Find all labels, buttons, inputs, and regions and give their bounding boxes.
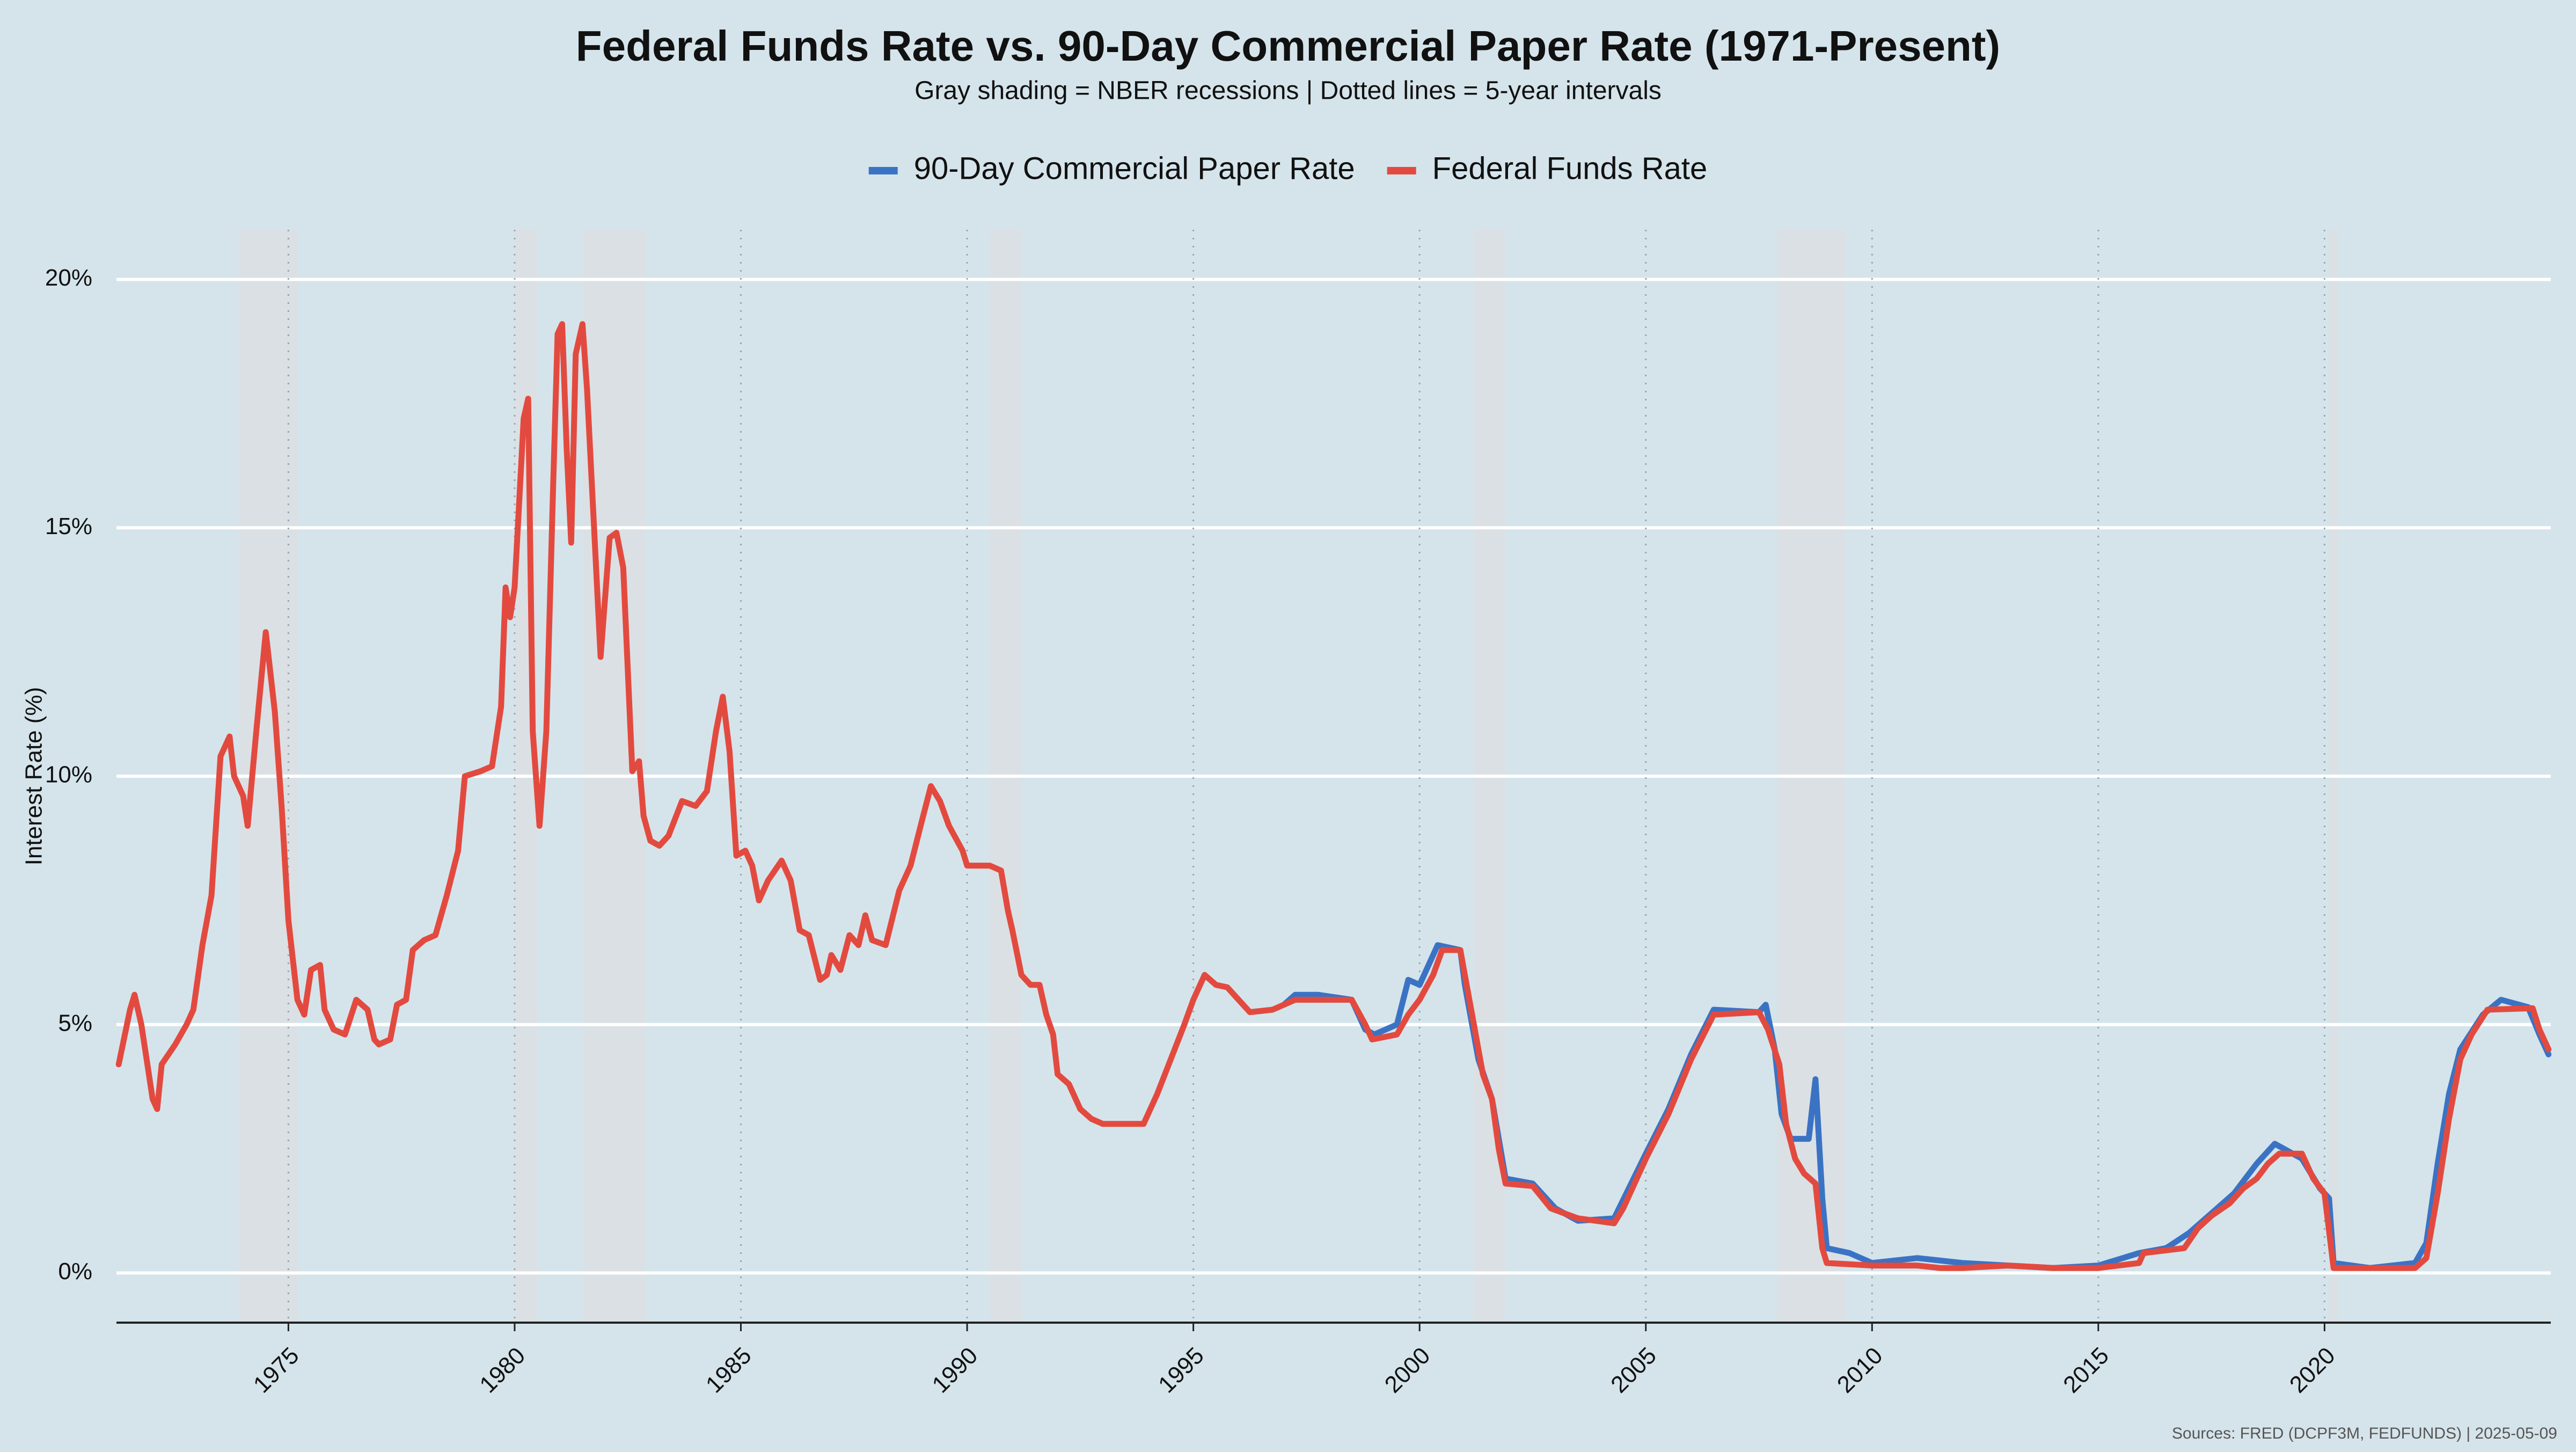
legend-label: 90-Day Commercial Paper Rate	[914, 151, 1355, 186]
y-tick-label: 20%	[45, 265, 92, 291]
source-note: Sources: FRED (DCPF3M, FEDFUNDS) | 2025-…	[2172, 1425, 2557, 1442]
legend-item: Federal Funds Rate	[1387, 151, 1708, 186]
y-tick-label: 5%	[58, 1010, 92, 1036]
y-tick-label: 10%	[45, 762, 92, 788]
series-line	[115, 321, 2552, 1271]
legend: 90-Day Commercial Paper Rate Federal Fund…	[868, 151, 1708, 186]
chart-subtitle: Gray shading = NBER recessions | Dotted …	[914, 77, 1662, 105]
chart-title: Federal Funds Rate vs. 90-Day Commercial…	[576, 22, 2000, 70]
legend-label: Federal Funds Rate	[1432, 151, 1708, 186]
y-tick-label: 15%	[45, 513, 92, 539]
y-tick-label: 0%	[58, 1258, 92, 1285]
legend-item: 90-Day Commercial Paper Rate	[868, 151, 1355, 186]
y-axis-title: Interest Rate (%)	[21, 687, 47, 866]
